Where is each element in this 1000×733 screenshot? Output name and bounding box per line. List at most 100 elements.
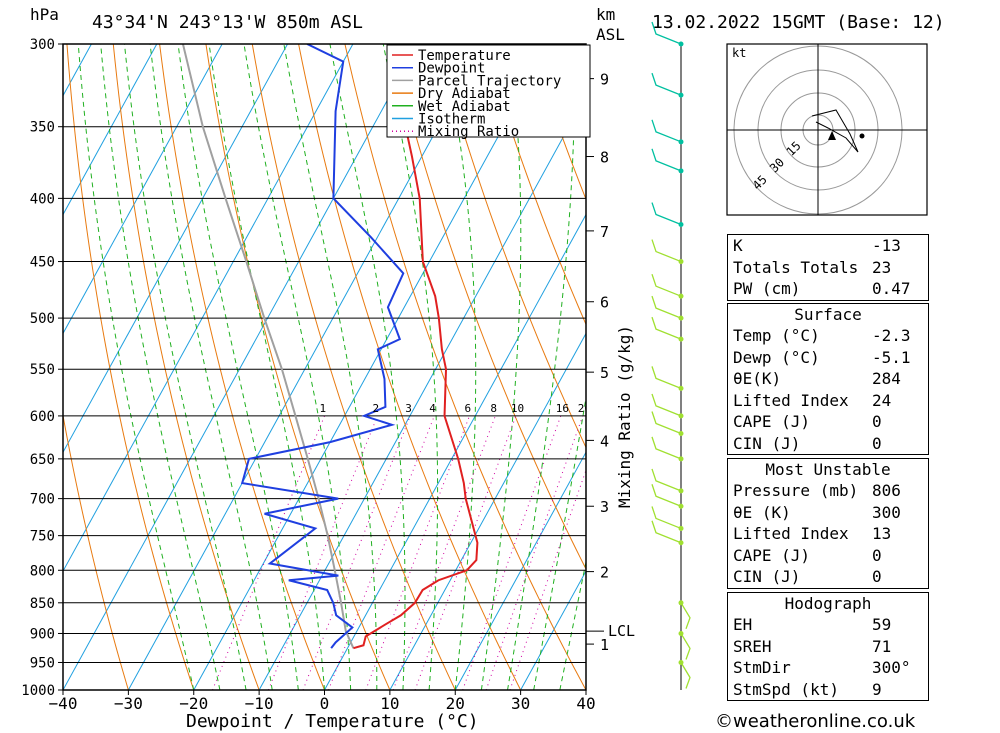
index-row: Pressure (mb) 806 xyxy=(728,480,928,502)
temp-tick-label: 40 xyxy=(576,694,595,713)
wet-adiabat-line xyxy=(283,44,378,690)
wet-adiabat-line xyxy=(382,44,439,690)
temp-tick-label: 20 xyxy=(446,694,465,713)
legend-label: Dewpoint xyxy=(418,61,485,77)
mixing-ratio-label: 3 xyxy=(405,402,412,415)
km-tick-label: 4 xyxy=(600,432,609,450)
axis-labels: 3003504004505005506006507007508008509009… xyxy=(21,37,635,713)
pressure-tick-label: 400 xyxy=(30,191,55,207)
index-row: K -13 xyxy=(728,235,928,257)
isotherm-line xyxy=(454,451,586,690)
datetime-title: 13.02.2022 15GMT (Base: 12) xyxy=(652,12,945,33)
index-row: Lifted Index 24 xyxy=(728,390,928,412)
wet-adiabat-line xyxy=(507,44,576,690)
index-label: CIN (J) xyxy=(733,433,801,453)
legend-label: Wet Adiabat xyxy=(418,99,511,115)
wind-barb xyxy=(651,411,682,435)
wet-adiabat-line xyxy=(100,44,221,690)
km-unit: km xyxy=(596,5,615,24)
index-value: 300° xyxy=(872,658,911,677)
general-indices-table: K -13 Totals Totals 23 PW (cm) 0.47 xyxy=(727,234,929,301)
temp-tick-label: 10 xyxy=(380,694,399,713)
index-row: CAPE (J) 0 xyxy=(728,545,928,567)
mixing-ratio-label: 2 xyxy=(372,402,379,415)
index-value: 24 xyxy=(872,390,892,410)
index-label: Dewp (°C) xyxy=(733,347,820,367)
index-label: StmDir xyxy=(733,658,791,677)
dewpoint-line xyxy=(240,44,405,649)
index-value: -2.3 xyxy=(872,326,911,345)
hodograph-trace xyxy=(811,109,859,153)
wind-barb xyxy=(651,316,682,340)
index-label: θE (K) xyxy=(733,502,791,522)
index-row: Totals Totals 23 xyxy=(728,257,928,279)
isotherm-line xyxy=(0,44,26,690)
pressure-tick-label: 700 xyxy=(30,492,55,508)
index-row: Temp (°C) -2.3 xyxy=(728,325,928,347)
index-label: Totals Totals xyxy=(733,257,859,277)
legend-label: Isotherm xyxy=(418,112,485,128)
isotherm-line xyxy=(324,213,586,690)
most-unstable-title: Most Unstable xyxy=(765,460,891,479)
temperature-line xyxy=(353,44,479,650)
pressure-tick-label: 800 xyxy=(30,563,55,579)
wind-barb xyxy=(651,273,682,297)
mixing-ratio-label: 8 xyxy=(490,402,497,415)
index-label: Lifted Index xyxy=(733,390,849,410)
wind-barb xyxy=(651,506,682,530)
index-label: PW (cm) xyxy=(733,279,801,298)
wind-barb xyxy=(651,520,682,544)
km-tick-label: 8 xyxy=(600,149,609,167)
hodograph-table: Hodograph EH 59 SREH 71 StmDir 300° StmSpd (kt… xyxy=(727,592,929,701)
wind-barb xyxy=(651,436,682,460)
pressure-tick-label: 550 xyxy=(30,362,55,378)
pressure-tick-label: 750 xyxy=(30,529,55,545)
legend-label: Dry Adiabat xyxy=(418,86,511,102)
km-tick-label: 3 xyxy=(600,498,609,516)
index-value: 0 xyxy=(872,567,882,586)
storm-motion-marker xyxy=(828,131,836,140)
dry-adiabat-line xyxy=(205,44,391,690)
index-value: 806 xyxy=(872,481,901,500)
index-label: Pressure (mb) xyxy=(733,481,859,500)
wet-adiabat-line xyxy=(329,44,406,690)
surface-title: Surface xyxy=(794,305,862,324)
index-label: Lifted Index xyxy=(733,524,849,543)
index-row: CIN (J) 0 xyxy=(728,433,928,455)
temp-tick-label: −10 xyxy=(245,694,274,713)
index-label: CIN (J) xyxy=(733,567,801,586)
index-row: SREH 71 xyxy=(728,636,928,658)
isotherm-line xyxy=(63,44,223,335)
index-value: -5.1 xyxy=(872,347,911,367)
mixing-ratio-axis-label: Mixing Ratio (g/kg) xyxy=(615,325,634,508)
temp-tick-label: 30 xyxy=(511,694,530,713)
pressure-tick-label: 450 xyxy=(30,255,55,271)
parcel-trajectory-line xyxy=(181,44,355,649)
index-label: K xyxy=(733,236,743,255)
km-tick-label: 2 xyxy=(600,564,609,582)
wind-barb xyxy=(651,366,682,389)
mixing-ratio-line xyxy=(328,415,435,690)
mixing-ratio-label: 1 xyxy=(320,402,327,415)
km-tick-label: 5 xyxy=(600,364,609,382)
wind-barb xyxy=(651,393,682,417)
most-unstable-table: Most Unstable Pressure (mb) 806 θE (K) 300 L… xyxy=(727,458,929,589)
plot-area: 1 2 3 4 6 8 10 16 20 25 xyxy=(0,44,586,690)
legend-label: Mixing Ratio xyxy=(418,124,519,140)
index-row: CIN (J) 0 xyxy=(728,566,928,588)
index-value: 0 xyxy=(872,545,882,565)
index-label: Temp (°C) xyxy=(733,326,820,345)
temp-tick-label: −20 xyxy=(179,694,208,713)
index-value: 23 xyxy=(872,257,892,277)
isotherm-line xyxy=(63,44,419,690)
wet-adiabat-line xyxy=(480,44,522,690)
pressure-tick-label: 1000 xyxy=(21,683,55,699)
isotherm-line xyxy=(63,44,158,216)
wind-barb xyxy=(651,72,682,96)
index-row: StmSpd (kt) 9 xyxy=(728,679,928,701)
wet-adiabat-line xyxy=(443,44,477,690)
isotherm-line xyxy=(520,570,586,690)
pressure-tick-label: 950 xyxy=(30,655,55,671)
